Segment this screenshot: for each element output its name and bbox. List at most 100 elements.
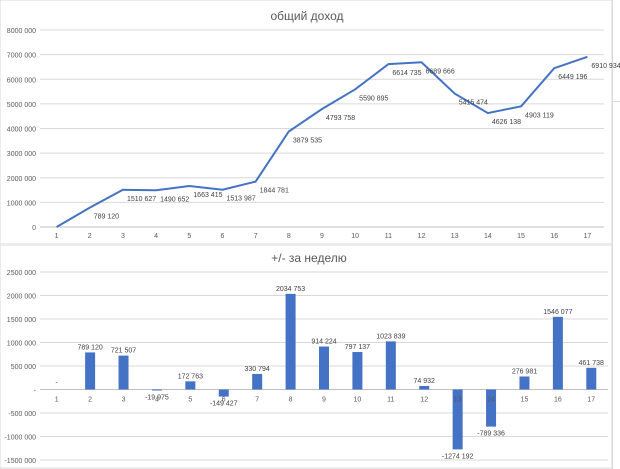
x-tick-label: 13 xyxy=(454,397,462,404)
bar xyxy=(218,389,229,397)
bar xyxy=(352,352,363,390)
x-tick-label: 9 xyxy=(322,397,326,404)
x-tick-label: 2 xyxy=(88,233,92,240)
data-label: 1663 415 xyxy=(193,192,222,199)
x-tick-label: 3 xyxy=(121,233,125,240)
y-tick-label: 3000 000 xyxy=(7,151,36,158)
y-tick-label: 7000 000 xyxy=(7,53,36,60)
x-tick-label: 5 xyxy=(187,233,191,240)
y-tick-label: 2500 000 xyxy=(7,270,36,277)
y-tick-label: 2000 000 xyxy=(7,176,36,183)
x-tick-label: 6 xyxy=(221,233,225,240)
x-tick-label: 8 xyxy=(289,397,293,404)
data-label: 789 120 xyxy=(77,344,102,351)
bar xyxy=(151,389,162,391)
bar xyxy=(452,389,463,450)
x-tick-label: 11 xyxy=(387,397,394,404)
bar xyxy=(185,381,196,390)
x-tick-label: 15 xyxy=(517,233,525,240)
x-tick-label: 17 xyxy=(587,397,595,404)
bar xyxy=(586,367,597,390)
data-label: -789 336 xyxy=(477,431,505,438)
bar xyxy=(419,385,430,390)
y-tick-label: 500 000 xyxy=(11,364,36,371)
data-label: 4793 758 xyxy=(326,115,355,122)
data-label: - xyxy=(56,380,59,387)
data-label: 172 763 xyxy=(178,373,203,380)
data-label: 461 738 xyxy=(579,360,604,367)
x-tick-label: 16 xyxy=(554,397,562,404)
data-label: 3879 535 xyxy=(293,137,322,144)
x-tick-label: 7 xyxy=(255,397,259,404)
bar xyxy=(285,293,296,390)
weekly-change-bar-chart[interactable]: +/- за неделю -1500 000-1000 000-500 000… xyxy=(0,245,620,469)
y-tick-label: -500 000 xyxy=(8,411,36,418)
x-tick-label: 2 xyxy=(88,397,92,404)
chart-area xyxy=(0,0,613,245)
x-tick-label: 14 xyxy=(484,233,492,240)
chart-title: +/- за неделю xyxy=(271,251,347,265)
data-label: 5590 895 xyxy=(359,95,388,102)
x-tick-label: 8 xyxy=(287,233,291,240)
x-tick-label: 7 xyxy=(254,233,258,240)
x-tick-label: 15 xyxy=(521,397,529,404)
data-label: 6910 934 xyxy=(591,63,620,70)
bar xyxy=(319,346,329,390)
x-tick-label: 3 xyxy=(122,397,126,404)
total-income-line-chart[interactable]: общий доход 0 1000 000 2000 000 3000 000 400… xyxy=(0,0,620,245)
data-label: -149 427 xyxy=(210,401,238,408)
bar xyxy=(385,341,396,390)
x-tick-label: 5 xyxy=(188,397,192,404)
bar xyxy=(85,352,96,390)
bar xyxy=(486,389,497,427)
x-tick-label: 6 xyxy=(222,397,226,404)
x-tick-label: 1 xyxy=(55,233,59,240)
series-line xyxy=(56,55,588,228)
data-label: 276 981 xyxy=(512,368,537,375)
y-tick-label: -1500 000 xyxy=(4,458,36,465)
data-label: 4626 138 xyxy=(492,119,521,126)
data-label: 789 120 xyxy=(94,214,119,221)
bar xyxy=(118,355,129,390)
data-label: 330 794 xyxy=(245,366,270,373)
x-tick-label: 11 xyxy=(385,233,392,240)
data-label: 721 507 xyxy=(111,348,136,355)
data-label: 6614 735 xyxy=(392,70,421,77)
data-label: 1546 077 xyxy=(543,309,572,316)
y-tick-label: 1000 000 xyxy=(7,341,36,348)
data-label: 5415 474 xyxy=(459,100,488,107)
data-label: 1510 627 xyxy=(127,196,156,203)
x-tick-label: 12 xyxy=(420,397,428,404)
y-tick-label: - xyxy=(34,388,37,395)
x-tick-label: 16 xyxy=(550,233,558,240)
data-label: 1844 781 xyxy=(260,188,289,195)
x-tick-label: 1 xyxy=(55,397,59,404)
y-tick-label: 4000 000 xyxy=(7,127,36,134)
y-tick-label: -1000 000 xyxy=(4,435,36,442)
y-tick-label: 2000 000 xyxy=(7,294,36,301)
bar xyxy=(252,373,263,390)
data-label: 74 932 xyxy=(414,378,436,385)
data-label: 1490 652 xyxy=(160,196,189,203)
x-tick-label: 10 xyxy=(354,397,362,404)
x-tick-label: 9 xyxy=(320,233,324,240)
x-tick-label: 12 xyxy=(418,233,426,240)
y-tick-label: 5000 000 xyxy=(7,102,36,109)
data-label: 4903 119 xyxy=(525,112,554,119)
data-label: -1274 192 xyxy=(442,453,474,460)
data-label: 2034 753 xyxy=(276,286,305,293)
x-tick-label: 4 xyxy=(154,233,158,240)
data-label: 1513 987 xyxy=(226,196,255,203)
data-label: 914 224 xyxy=(311,339,336,346)
y-tick-label: 1500 000 xyxy=(7,317,36,324)
chart-title: общий доход xyxy=(271,9,344,23)
y-tick-label: 0 xyxy=(32,225,36,232)
x-tick-label: 13 xyxy=(451,233,459,240)
y-tick-label: 6000 000 xyxy=(7,77,36,84)
x-tick-label: 4 xyxy=(155,397,159,404)
data-label: -19 975 xyxy=(145,394,169,401)
x-tick-label: 10 xyxy=(351,233,359,240)
y-tick-label: 8000 000 xyxy=(7,28,36,35)
bar xyxy=(552,316,563,390)
data-label: 797 137 xyxy=(345,344,370,351)
